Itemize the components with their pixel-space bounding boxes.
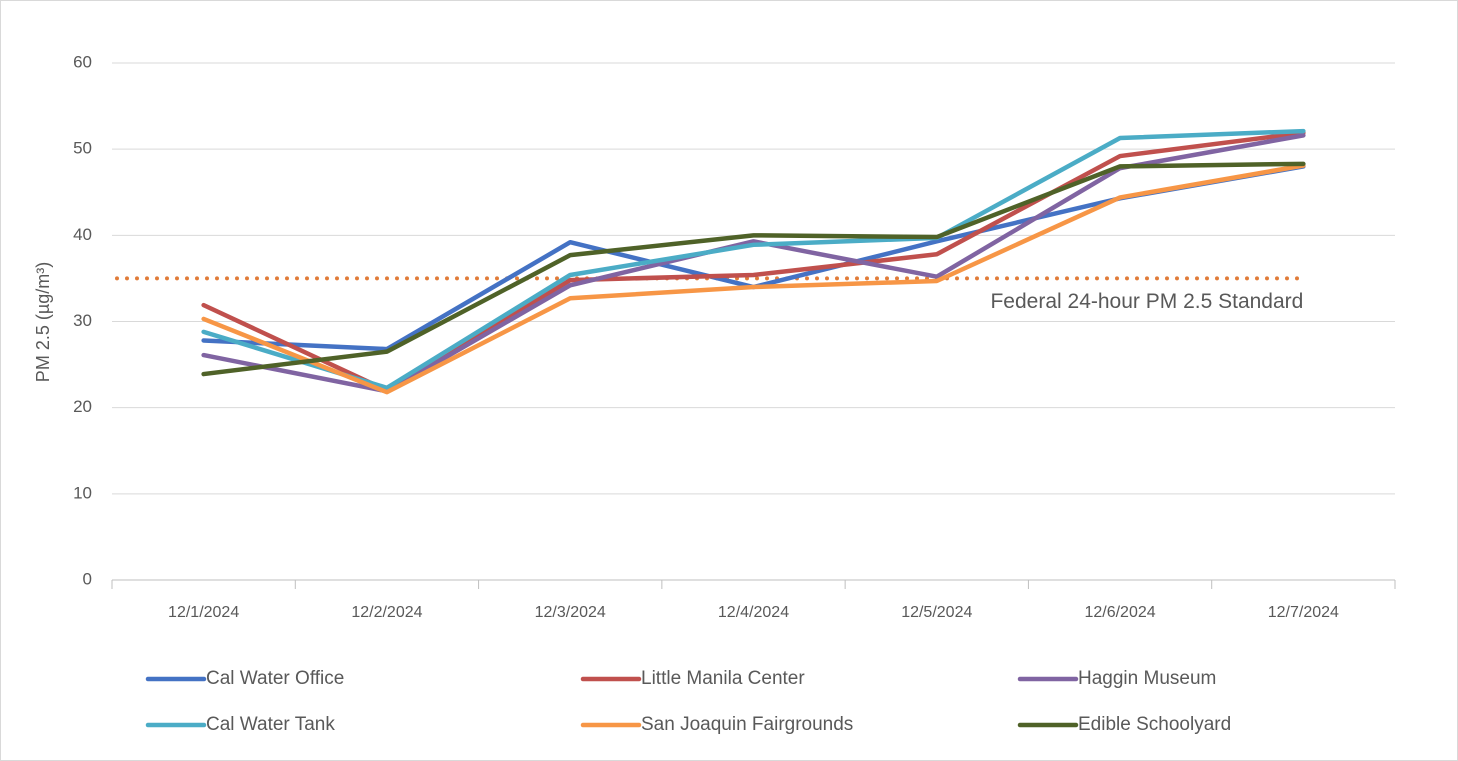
x-tick-label: 12/4/2024 (718, 604, 789, 621)
y-tick-label: 0 (83, 569, 92, 588)
x-tick-label: 12/2/2024 (351, 604, 422, 621)
y-axis-label: PM 2.5 (µg/m³) (33, 262, 53, 382)
y-tick-label: 30 (73, 311, 92, 330)
legend-label: Haggin Museum (1078, 668, 1216, 689)
legend-label: Cal Water Tank (206, 714, 335, 735)
series-line (201, 128, 1306, 391)
x-tick-label: 12/1/2024 (168, 604, 239, 621)
series-line (201, 163, 1306, 395)
reference-line-label: Federal 24-hour PM 2.5 Standard (990, 290, 1303, 313)
series-line (201, 161, 1306, 377)
y-tick-label: 60 (73, 52, 92, 71)
y-tick-label: 10 (73, 483, 92, 502)
y-tick-label: 20 (73, 397, 92, 416)
y-tick-label: 40 (73, 225, 92, 244)
legend-label: Edible Schoolyard (1078, 714, 1231, 735)
x-tick-label: 12/7/2024 (1268, 604, 1339, 621)
legend-label: Cal Water Office (206, 668, 344, 689)
x-tick-label: 12/6/2024 (1084, 604, 1155, 621)
x-tick-label: 12/5/2024 (901, 604, 972, 621)
y-tick-label: 50 (73, 139, 92, 158)
legend-label: Little Manila Center (641, 668, 805, 689)
x-tick-label: 12/3/2024 (535, 604, 606, 621)
legend-label: San Joaquin Fairgrounds (641, 714, 853, 735)
